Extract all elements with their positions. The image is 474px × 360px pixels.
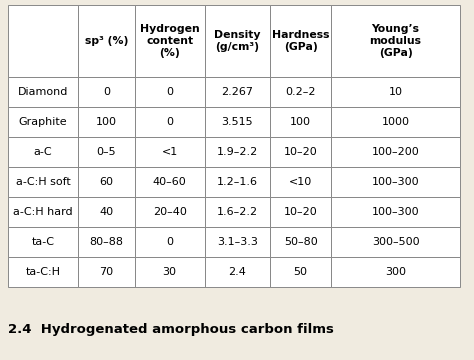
- Text: 0–5: 0–5: [97, 147, 116, 157]
- Text: 300–500: 300–500: [372, 237, 419, 247]
- Text: Diamond: Diamond: [18, 87, 68, 97]
- Bar: [135, 77, 205, 107]
- Bar: [270, 107, 331, 137]
- Text: 100–200: 100–200: [372, 147, 419, 157]
- Bar: [331, 257, 460, 287]
- Text: 0: 0: [166, 237, 173, 247]
- Bar: [331, 107, 460, 137]
- Bar: [331, 197, 460, 227]
- Text: Young’s
modulus
(GPa): Young’s modulus (GPa): [370, 24, 421, 58]
- Text: Density
(g/cm³): Density (g/cm³): [214, 30, 261, 52]
- Bar: [8, 107, 78, 137]
- Bar: [8, 197, 78, 227]
- Text: 30: 30: [163, 267, 177, 277]
- Text: 40: 40: [99, 207, 113, 217]
- Text: 2.267: 2.267: [221, 87, 254, 97]
- Text: 100: 100: [290, 117, 311, 127]
- Bar: [135, 107, 205, 137]
- Bar: [270, 77, 331, 107]
- Bar: [8, 137, 78, 167]
- Text: 2.4: 2.4: [228, 267, 246, 277]
- Bar: [270, 5, 331, 77]
- Text: 40–60: 40–60: [153, 177, 186, 187]
- Bar: [331, 5, 460, 77]
- Bar: [135, 137, 205, 167]
- Text: 50: 50: [294, 267, 308, 277]
- Text: Hardness
(GPa): Hardness (GPa): [272, 30, 329, 52]
- Text: 1.9–2.2: 1.9–2.2: [217, 147, 258, 157]
- Bar: [78, 167, 135, 197]
- Text: a-C: a-C: [34, 147, 52, 157]
- Text: 10: 10: [389, 87, 402, 97]
- Bar: [205, 167, 270, 197]
- Text: 100: 100: [96, 117, 117, 127]
- Text: a-C:H hard: a-C:H hard: [13, 207, 73, 217]
- Bar: [270, 227, 331, 257]
- Text: 70: 70: [99, 267, 113, 277]
- Text: 1000: 1000: [382, 117, 410, 127]
- Text: 3.1–3.3: 3.1–3.3: [217, 237, 258, 247]
- Text: 1.6–2.2: 1.6–2.2: [217, 207, 258, 217]
- Bar: [8, 257, 78, 287]
- Text: <10: <10: [289, 177, 312, 187]
- Text: ta-C:H: ta-C:H: [26, 267, 61, 277]
- Bar: [135, 227, 205, 257]
- Bar: [205, 137, 270, 167]
- Text: 80–88: 80–88: [89, 237, 123, 247]
- Bar: [205, 77, 270, 107]
- Text: 10–20: 10–20: [284, 207, 318, 217]
- Bar: [78, 227, 135, 257]
- Bar: [78, 197, 135, 227]
- Bar: [270, 137, 331, 167]
- Text: 0: 0: [166, 117, 173, 127]
- Bar: [8, 167, 78, 197]
- Bar: [8, 5, 78, 77]
- Bar: [205, 107, 270, 137]
- Bar: [135, 167, 205, 197]
- Bar: [270, 197, 331, 227]
- Text: Graphite: Graphite: [18, 117, 67, 127]
- Text: 0: 0: [103, 87, 110, 97]
- Bar: [78, 107, 135, 137]
- Bar: [78, 77, 135, 107]
- Text: 3.515: 3.515: [221, 117, 253, 127]
- Text: 2.4  Hydrogenated amorphous carbon films: 2.4 Hydrogenated amorphous carbon films: [8, 324, 334, 337]
- Bar: [8, 77, 78, 107]
- Bar: [135, 5, 205, 77]
- Bar: [8, 227, 78, 257]
- Text: 100–300: 100–300: [372, 207, 419, 217]
- Bar: [331, 167, 460, 197]
- Text: 10–20: 10–20: [284, 147, 318, 157]
- Bar: [270, 257, 331, 287]
- Bar: [78, 5, 135, 77]
- Bar: [135, 197, 205, 227]
- Text: sp³ (%): sp³ (%): [85, 36, 128, 46]
- Bar: [205, 5, 270, 77]
- Text: 20–40: 20–40: [153, 207, 187, 217]
- Bar: [205, 257, 270, 287]
- Bar: [78, 137, 135, 167]
- Text: a-C:H soft: a-C:H soft: [16, 177, 71, 187]
- Bar: [331, 77, 460, 107]
- Bar: [331, 137, 460, 167]
- Text: 0.2–2: 0.2–2: [285, 87, 316, 97]
- Bar: [78, 257, 135, 287]
- Text: 60: 60: [100, 177, 113, 187]
- Text: ta-C: ta-C: [32, 237, 55, 247]
- Text: 1.2–1.6: 1.2–1.6: [217, 177, 258, 187]
- Text: <1: <1: [162, 147, 178, 157]
- Text: 0: 0: [166, 87, 173, 97]
- Text: 100–300: 100–300: [372, 177, 419, 187]
- Text: Hydrogen
content
(%): Hydrogen content (%): [140, 24, 200, 58]
- Bar: [331, 227, 460, 257]
- Text: 50–80: 50–80: [284, 237, 318, 247]
- Bar: [205, 227, 270, 257]
- Bar: [270, 167, 331, 197]
- Bar: [135, 257, 205, 287]
- Bar: [205, 197, 270, 227]
- Text: 300: 300: [385, 267, 406, 277]
